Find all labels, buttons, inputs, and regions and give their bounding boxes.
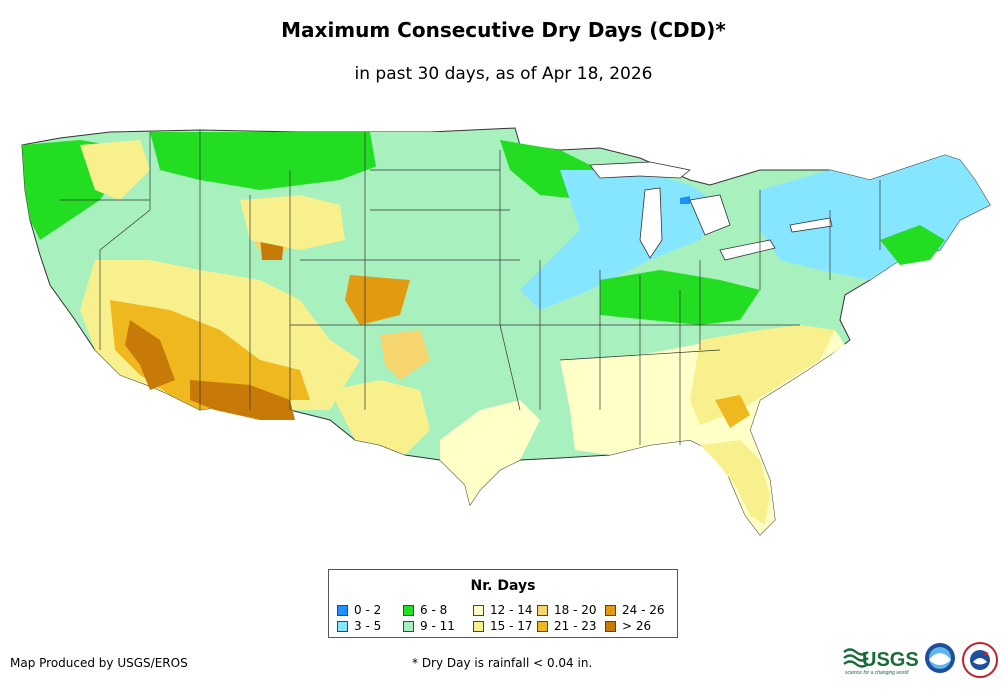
lake-erie (719, 239, 776, 261)
state-boundaries (60, 130, 881, 445)
legend-item: 18 - 20 (537, 604, 597, 617)
region-arizona-south-brown (190, 380, 295, 420)
usgs-logo-icon: USGS science for a changing world (843, 648, 919, 676)
us-cdd-map (21, 127, 991, 536)
usgs-tagline: science for a changing world (845, 670, 909, 676)
legend-item: 12 - 14 (473, 604, 533, 617)
region-carolinas (690, 325, 835, 425)
usgs-wordmark: USGS (862, 649, 919, 671)
nws-logo-icon (962, 642, 998, 678)
region-idaho-yellow (80, 140, 150, 200)
legend-swatch (473, 621, 484, 632)
map-subtitle: in past 30 days, as of Apr 18, 2026 (354, 64, 653, 84)
legend-item: 15 - 17 (473, 620, 533, 633)
legend-swatch (337, 605, 348, 616)
legend-swatch (337, 621, 348, 632)
map-legend: Nr. Days 0 - 2 3 - 5 6 - 8 9 - 11 12 - 1… (328, 569, 678, 638)
legend-label: 24 - 26 (622, 603, 665, 617)
legend-swatch (537, 605, 548, 616)
credit-text: Map Produced by USGS/EROS (10, 656, 188, 670)
map-title: Maximum Consecutive Dry Days (CDD)* (281, 18, 726, 42)
lake-ontario (789, 217, 833, 233)
legend-swatch (605, 605, 616, 616)
region-wyoming-yellow (240, 195, 345, 250)
legend-item: 9 - 11 (403, 620, 455, 633)
legend-swatch (403, 605, 414, 616)
legend-item: 24 - 26 (605, 604, 665, 617)
legend-label: 3 - 5 (354, 619, 382, 633)
legend-label: 18 - 20 (554, 603, 597, 617)
region-florida (700, 440, 770, 525)
legend-item: 21 - 23 (537, 620, 597, 633)
region-texas-coast (440, 400, 540, 505)
region-newmexico-orange (380, 330, 430, 380)
legend-item: 3 - 5 (337, 620, 381, 633)
region-arizona-brown (125, 320, 175, 390)
legend-title: Nr. Days (470, 578, 536, 594)
lake-superior (589, 161, 691, 179)
region-michigan-blue-dot (680, 196, 690, 204)
region-montana-green (150, 132, 380, 190)
dry-day-note: * Dry Day is rainfall < 0.04 in. (412, 656, 593, 670)
region-georgia-dry (715, 395, 750, 428)
region-newengland-green (880, 225, 945, 265)
legend-swatch (537, 621, 548, 632)
legend-label: 6 - 8 (420, 603, 448, 617)
lake-huron (689, 194, 731, 236)
legend-label: 0 - 2 (354, 603, 382, 617)
legend-swatch (403, 621, 414, 632)
region-kansas-orange (345, 275, 410, 325)
lake-michigan (639, 187, 663, 259)
legend-swatch (473, 605, 484, 616)
region-greatlakes-blue (520, 170, 720, 310)
legend-label: 12 - 14 (490, 603, 533, 617)
agency-logos: USGS science for a changing world (843, 642, 998, 678)
noaa-logo-icon (925, 643, 955, 673)
legend-item: 0 - 2 (337, 604, 381, 617)
legend-label: 15 - 17 (490, 619, 533, 633)
region-texas-west (330, 380, 430, 455)
legend-item: 6 - 8 (403, 604, 447, 617)
legend-swatch (605, 621, 616, 632)
legend-label: 21 - 23 (554, 619, 597, 633)
legend-label: 9 - 11 (420, 619, 455, 633)
legend-item: > 26 (605, 620, 651, 633)
region-dakotas-light (370, 132, 520, 205)
legend-label: > 26 (622, 619, 652, 633)
